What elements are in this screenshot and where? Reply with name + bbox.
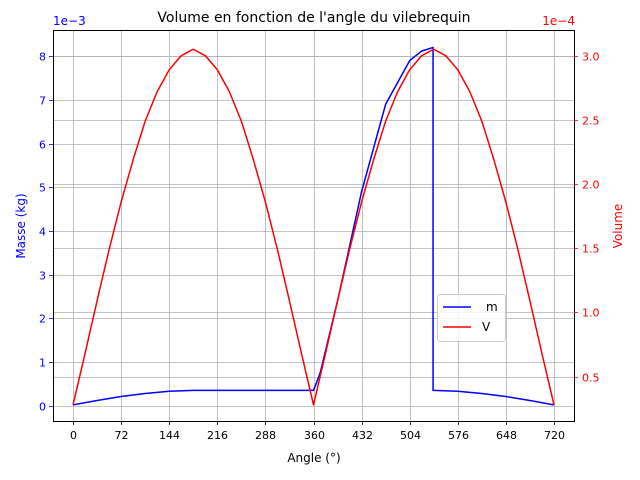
x-tick-label: 144 (159, 429, 180, 442)
x-axis-label: Angle (°) (287, 451, 340, 465)
legend-label-m: m (486, 300, 498, 314)
plot-frame (53, 30, 575, 422)
right-y-tick-label: 1.5 (582, 243, 600, 256)
chart-title: Volume en fonction de l'angle du vilebre… (157, 10, 470, 26)
right-axis-offset-text: 1e−4 (542, 14, 575, 28)
legend-label-v: V (482, 320, 491, 334)
left-y-tick-label: 2 (39, 313, 46, 326)
left-y-tick-label: 5 (39, 182, 46, 195)
x-tick-label: 576 (448, 429, 469, 442)
series-lines (72, 46, 555, 406)
legend: m V (437, 294, 506, 342)
left-axis-label: Masse (kg) (14, 193, 28, 258)
left-y-tick-label: 3 (39, 270, 46, 283)
x-tick-label: 0 (70, 429, 77, 442)
right-y-tick-label: 2.0 (582, 179, 600, 192)
x-tick-label: 288 (255, 429, 276, 442)
left-axis-offset-text: 1e−3 (53, 14, 86, 28)
x-tick-label: 720 (544, 429, 565, 442)
x-tick-label: 360 (304, 429, 325, 442)
left-y-tick-label: 7 (39, 95, 46, 108)
series-line-v (72, 48, 555, 406)
right-y-tick-label: 1.0 (582, 307, 600, 320)
right-y-tick-label: 3.0 (582, 51, 600, 64)
x-tick-label: 72 (115, 429, 129, 442)
left-y-tick-label: 8 (39, 51, 46, 64)
x-axis-ticks: 0 72 144 216 288 360 432 504 576 648 720 (70, 421, 565, 442)
right-axis-ticks: 0.5 1.0 1.5 2.0 2.5 3.0 (574, 51, 600, 385)
left-y-tick-label: 1 (39, 357, 46, 370)
left-axis-ticks: 0 1 2 3 4 5 6 7 8 (39, 51, 53, 414)
right-y-tick-label: 2.5 (582, 115, 600, 128)
x-tick-label: 216 (207, 429, 228, 442)
left-y-tick-label: 6 (39, 139, 46, 152)
right-y-tick-label: 0.5 (582, 372, 600, 385)
x-tick-label: 432 (352, 429, 373, 442)
left-y-tick-label: 4 (39, 226, 46, 239)
right-axis-label: Volume (611, 204, 625, 249)
x-tick-label: 504 (400, 429, 421, 442)
left-y-tick-label: 0 (39, 401, 46, 414)
x-tick-label: 648 (496, 429, 517, 442)
